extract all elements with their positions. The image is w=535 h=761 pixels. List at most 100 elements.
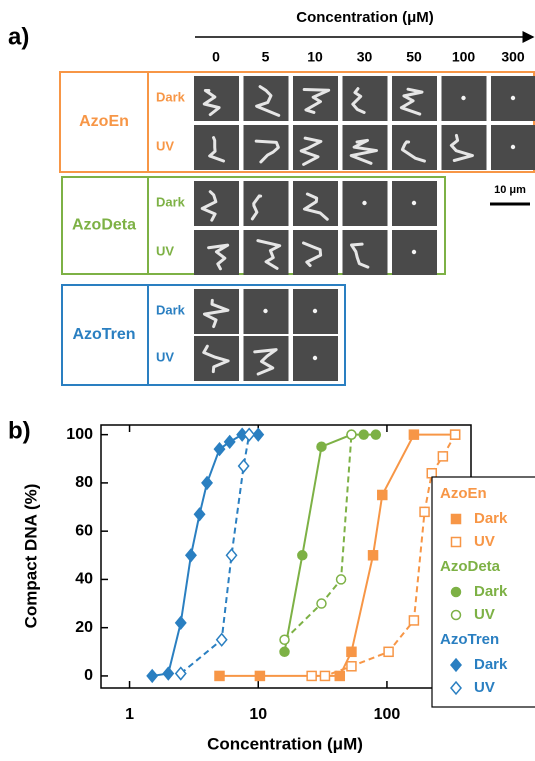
legend-group: AzoDeta	[440, 558, 501, 575]
marker	[239, 460, 249, 472]
micrograph	[442, 125, 487, 170]
marker	[280, 635, 289, 644]
panel-label: b)	[8, 417, 31, 444]
y-tick-label: 40	[75, 571, 93, 588]
micrograph	[343, 76, 388, 121]
marker	[225, 436, 235, 448]
figure: a) Concentration (μM) 10 μm b) Concentra…	[0, 0, 535, 756]
marker	[452, 588, 461, 597]
legend-label: Dark	[474, 510, 508, 527]
micrograph	[244, 76, 289, 121]
axis-title: Concentration (μM)	[296, 9, 434, 26]
dna-dot	[313, 356, 317, 360]
dna-dot	[412, 250, 416, 254]
marker	[384, 647, 393, 656]
dna-dot	[511, 96, 515, 100]
micrograph	[343, 230, 388, 275]
y-tick-label: 20	[75, 619, 93, 636]
marker	[347, 662, 356, 671]
y-tick-label: 0	[84, 667, 93, 684]
row-label: Dark	[156, 302, 186, 317]
row-label: UV	[156, 349, 174, 364]
marker	[163, 668, 173, 680]
marker	[347, 647, 356, 656]
micrograph	[392, 76, 437, 121]
marker	[176, 668, 186, 680]
column-label: 50	[406, 49, 422, 65]
marker	[409, 616, 418, 625]
column-label: 0	[212, 49, 220, 65]
sample-name: AzoDeta	[72, 217, 136, 234]
marker	[452, 538, 461, 547]
marker	[369, 551, 378, 560]
row-label: UV	[156, 138, 174, 153]
micrograph	[293, 125, 338, 170]
row-label: Dark	[156, 194, 186, 209]
legend-label: Dark	[474, 656, 508, 673]
legend-group: AzoTren	[440, 631, 499, 648]
marker	[255, 671, 264, 680]
marker	[176, 617, 186, 629]
marker	[227, 549, 237, 561]
y-tick-label: 60	[75, 522, 93, 539]
x-tick-label: 100	[374, 706, 401, 723]
y-tick-label: 100	[66, 426, 93, 443]
legend-label: UV	[474, 533, 495, 550]
column-label: 10	[307, 49, 323, 65]
column-label: 300	[501, 49, 525, 65]
dna-dot	[362, 201, 366, 205]
marker	[217, 634, 227, 646]
column-label: 30	[357, 49, 373, 65]
marker	[451, 430, 460, 439]
marker	[438, 452, 447, 461]
marker	[452, 611, 461, 620]
series-line	[220, 435, 456, 676]
marker	[409, 430, 418, 439]
micrograph	[194, 125, 239, 170]
sample-name: AzoTren	[72, 326, 135, 343]
row-label: Dark	[156, 89, 186, 104]
column-label: 100	[452, 49, 476, 65]
marker	[335, 671, 344, 680]
series-line	[285, 435, 376, 652]
marker	[359, 430, 368, 439]
marker	[317, 442, 326, 451]
marker	[215, 443, 225, 455]
panel-label: a)	[8, 23, 29, 50]
marker	[378, 490, 387, 499]
legend-label: Dark	[474, 583, 508, 600]
marker	[195, 508, 205, 520]
micrograph	[244, 230, 289, 275]
marker	[317, 599, 326, 608]
marker	[307, 671, 316, 680]
marker	[452, 515, 461, 524]
marker	[147, 670, 157, 682]
x-axis-title: Concentration (μM)	[207, 734, 363, 753]
y-tick-label: 80	[75, 474, 93, 491]
marker	[215, 671, 224, 680]
legend-label: UV	[474, 679, 495, 696]
micrograph	[194, 76, 239, 121]
legend-group: AzoEn	[440, 485, 487, 502]
dna-dot	[412, 201, 416, 205]
marker	[337, 575, 346, 584]
column-label: 5	[262, 49, 270, 65]
micrograph	[194, 181, 239, 226]
marker	[186, 549, 196, 561]
marker	[280, 647, 289, 656]
dna-dot	[263, 309, 267, 313]
micrograph	[392, 125, 437, 170]
micrograph	[293, 230, 338, 275]
x-tick-label: 1	[125, 706, 134, 723]
marker	[298, 551, 307, 560]
marker	[202, 477, 212, 489]
marker	[320, 671, 329, 680]
dna-dot	[313, 309, 317, 313]
micrograph	[244, 181, 289, 226]
marker	[371, 430, 380, 439]
marker	[420, 507, 429, 516]
legend-label: UV	[474, 606, 495, 623]
dna-dot	[461, 96, 465, 100]
dna-dot	[511, 145, 515, 149]
sample-name: AzoEn	[79, 113, 129, 130]
